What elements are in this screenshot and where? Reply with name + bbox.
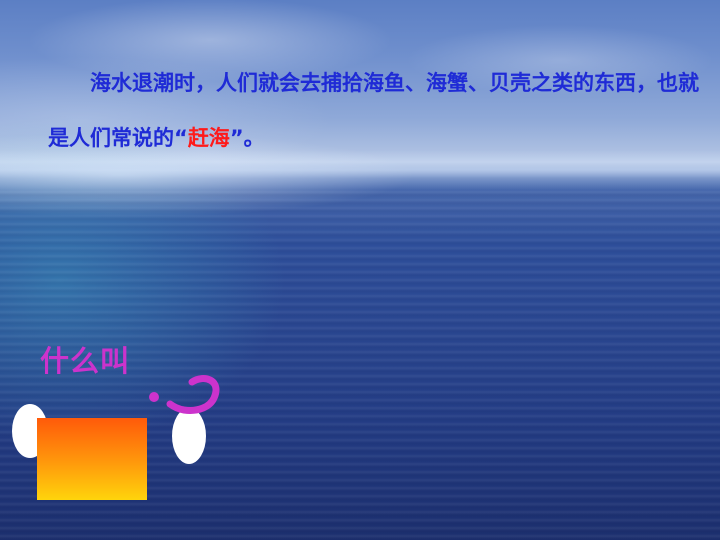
paragraph-end: ”。: [229, 126, 265, 150]
paragraph-text: 海水退潮时，人们就会去捕拾海鱼、海蟹、贝壳之类的东西，也就是人们常说的“: [48, 71, 699, 150]
question-text: 什么叫: [40, 344, 131, 378]
paragraph-highlight: 赶海: [187, 126, 230, 150]
right-white-ellipse: [172, 408, 206, 464]
question-mark-icon: [149, 375, 220, 414]
intro-paragraph: 海水退潮时，人们就会去捕拾海鱼、海蟹、贝壳之类的东西，也就是人们常说的“赶海”。: [48, 56, 708, 166]
horizon-glow: [0, 150, 720, 190]
orange-gradient-box: [37, 418, 147, 500]
